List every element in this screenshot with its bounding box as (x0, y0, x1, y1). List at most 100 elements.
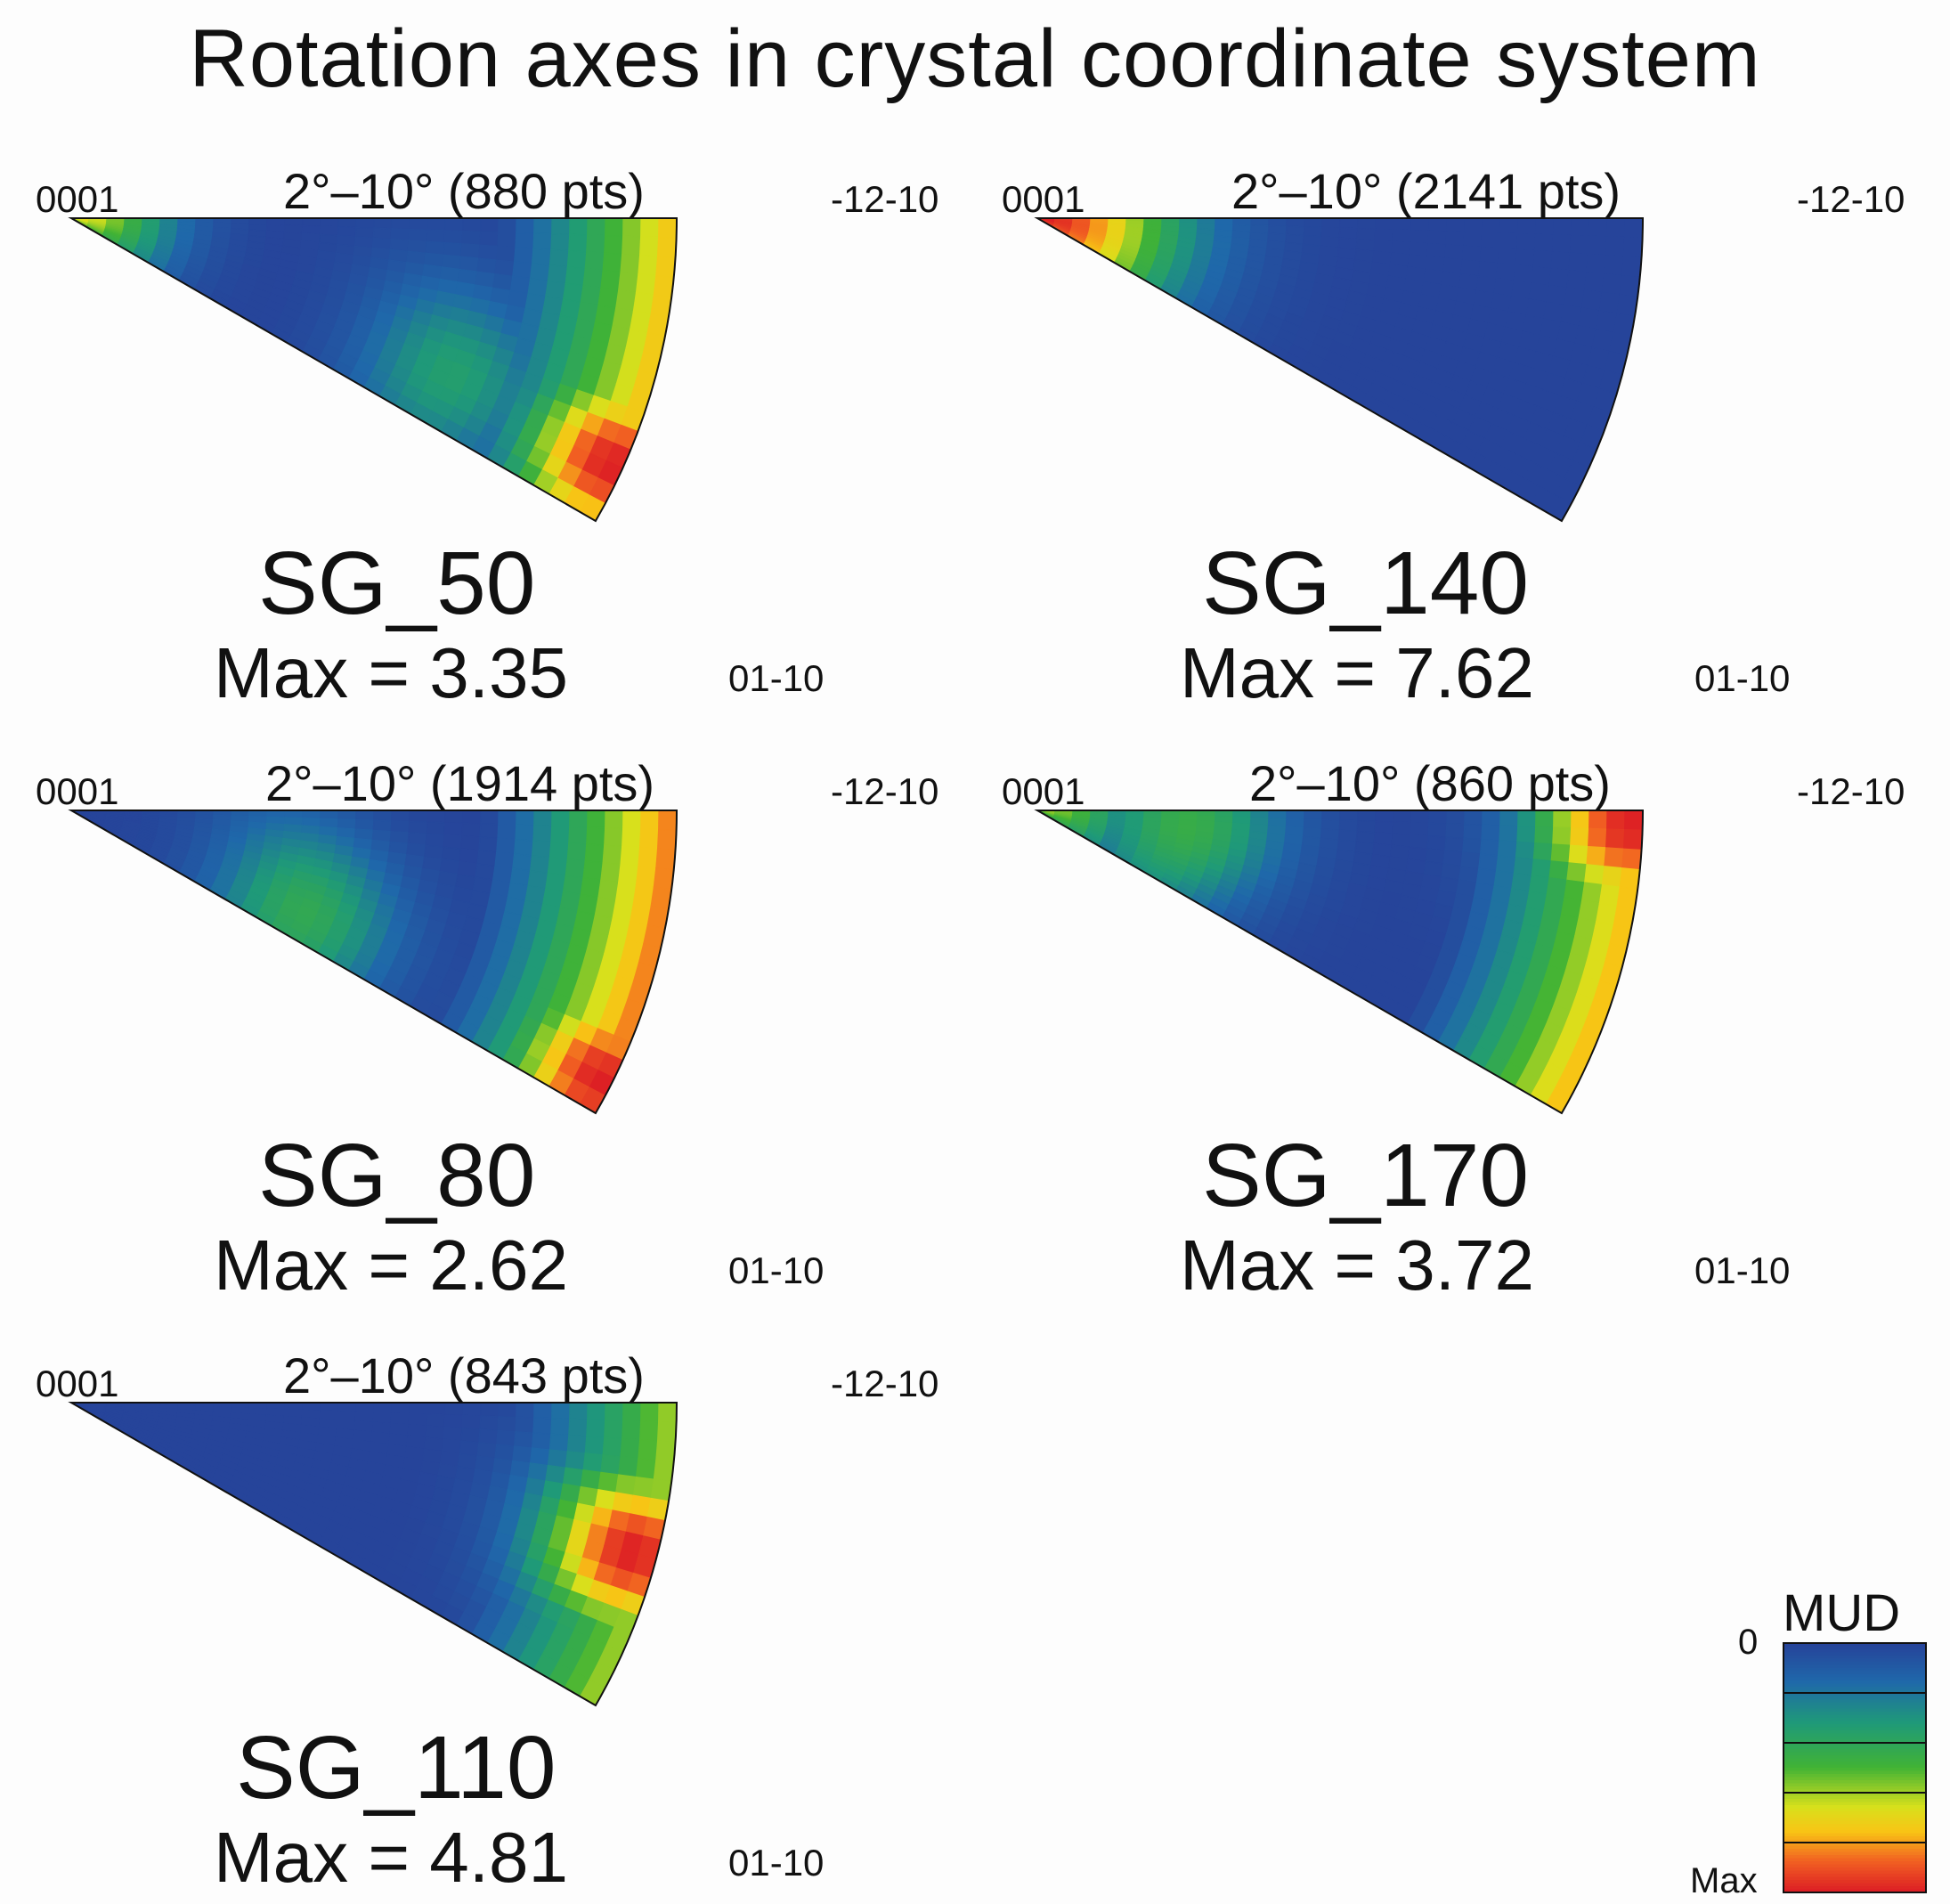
max-label: Max = 4.81 (214, 1818, 569, 1897)
legend-color-step (1783, 1656, 1926, 1660)
heatmap-cell (635, 866, 657, 888)
legend-color-step (1783, 1783, 1926, 1787)
heatmap-cell (655, 256, 677, 279)
heatmap-cell (1598, 291, 1621, 315)
ipf-heatmap (1034, 217, 1645, 523)
heatmap-cell (605, 1402, 624, 1421)
heatmap-cell (462, 810, 482, 825)
heatmap-cell (656, 236, 678, 259)
legend-color-step (1783, 1849, 1926, 1853)
legend-title: MUD (1783, 1584, 1901, 1642)
heatmap-cell (587, 217, 606, 237)
heatmap-cell (1604, 847, 1625, 869)
legend-color-step (1783, 1646, 1926, 1650)
legend-color-step (1783, 1652, 1926, 1656)
heatmap-cell (531, 1432, 552, 1451)
figure-title: Rotation axes in crystal coordinate syst… (189, 13, 1761, 104)
heatmap-cell (615, 1474, 638, 1496)
ipf-outline (68, 217, 678, 523)
heatmap-cell (409, 217, 428, 231)
corner-label-12-10: -12-10 (831, 178, 939, 220)
corner-label-12-10: -12-10 (831, 1363, 939, 1404)
ipf-panel-sg170: 0001 2°–10° (860 pts) -12-10 01-10 SG_17… (1002, 744, 1950, 1305)
heatmap-cell (372, 819, 393, 833)
heatmap-cell (640, 1402, 660, 1423)
heatmap-cell (1534, 233, 1555, 253)
heatmap-cell (1392, 229, 1412, 244)
legend-color-step (1783, 1664, 1926, 1669)
heatmap-cell (497, 1416, 517, 1433)
heatmap-cell (1464, 810, 1483, 826)
sample-label: SG_80 (258, 1126, 536, 1225)
heatmap-cell (516, 810, 535, 826)
corner-label-0001: 0001 (36, 178, 119, 220)
heatmap-cell (1588, 810, 1608, 830)
heatmap-cell (478, 1428, 499, 1445)
heatmap-cell (565, 858, 586, 879)
heatmap-cell (266, 1402, 286, 1411)
heatmap-cell (516, 1402, 535, 1419)
legend-color-step (1783, 1808, 1926, 1812)
heatmap-cell (1621, 848, 1643, 871)
legend-color-step (1783, 1718, 1926, 1722)
legend-color-step (1783, 1708, 1926, 1713)
heatmap-cell (1515, 248, 1536, 268)
legend-color-step (1783, 1658, 1926, 1663)
heatmap-cell (622, 235, 642, 256)
heatmap-cell (1531, 266, 1552, 287)
heatmap-cell (1605, 236, 1626, 257)
heatmap-cell (653, 275, 675, 298)
corner-label-01-10: 01-10 (728, 657, 825, 699)
heatmap-cell (513, 1431, 534, 1449)
heatmap-cell (1250, 217, 1270, 227)
heatmap-cell (1517, 217, 1537, 235)
max-label: Max = 7.62 (1180, 633, 1535, 712)
heatmap-cell (1357, 810, 1377, 823)
heatmap-cell (1571, 810, 1590, 829)
heatmap-cell (1250, 810, 1270, 819)
heatmap-cell (1601, 866, 1623, 888)
heatmap-cell (1481, 824, 1501, 842)
legend-color-step (1783, 1712, 1926, 1716)
ipf-outline (68, 1402, 678, 1707)
heatmap-cell (1515, 841, 1536, 860)
heatmap-cell (1393, 810, 1412, 824)
legend-color-step (1783, 1874, 1926, 1878)
heatmap-cell (656, 1420, 678, 1444)
heatmap-cell (586, 826, 606, 846)
ipf-outline (1034, 217, 1645, 523)
heatmap-cell (284, 1402, 304, 1412)
legend-color-step (1783, 1768, 1926, 1772)
heatmap-cell (1356, 228, 1377, 241)
heatmap-cell (551, 810, 571, 827)
heatmap-cell (1516, 826, 1537, 844)
heatmap-cell (1320, 818, 1341, 831)
heatmap-cell (565, 1451, 586, 1471)
heatmap-cell (391, 217, 410, 231)
legend-color-step (1783, 1643, 1926, 1648)
legend-color-step (1783, 1770, 1926, 1775)
heatmap-cell (635, 1458, 657, 1480)
heatmap-cell (1339, 810, 1359, 822)
heatmap-cell (529, 855, 551, 875)
heatmap-cell (639, 1420, 660, 1442)
heatmap-cell (1427, 230, 1448, 246)
mud-color-legend: MUD 0 Max (1683, 1583, 1950, 1904)
heatmap-cell (584, 251, 605, 272)
heatmap-cell (284, 217, 304, 227)
heatmap-cell (1534, 826, 1555, 845)
heatmap-cell (586, 234, 606, 254)
corner-label-01-10: 01-10 (728, 1249, 825, 1291)
heatmap-cell (587, 810, 606, 829)
legend-color-step (1783, 1758, 1926, 1762)
heatmap-cell (602, 252, 623, 273)
heatmap-cell (1427, 822, 1448, 838)
legend-color-step (1783, 1737, 1926, 1741)
heatmap-cell (602, 844, 623, 866)
ipf-outline (1034, 810, 1645, 1115)
heatmap-cell (618, 864, 639, 886)
legend-color-step (1783, 1687, 1926, 1691)
heatmap-cell (551, 1402, 571, 1420)
heatmap-cell (597, 879, 620, 901)
heatmap-cell (302, 810, 321, 819)
